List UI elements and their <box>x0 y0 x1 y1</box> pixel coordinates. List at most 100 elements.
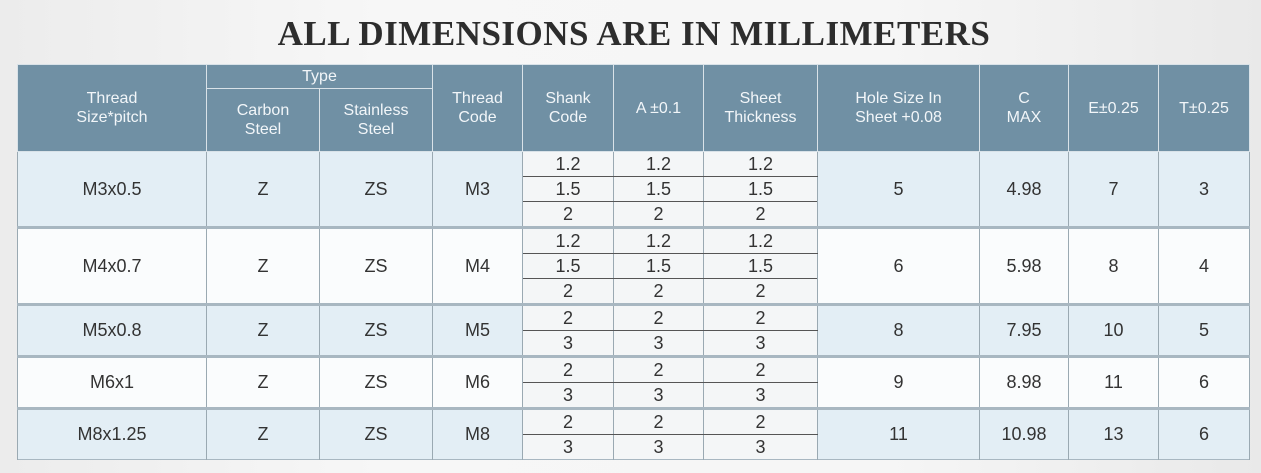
header-carbon-steel: Carbon Steel <box>206 88 320 152</box>
cell-e: 11 <box>1068 356 1159 409</box>
header-thread-code: Thread Code <box>432 64 523 152</box>
cell-c-max: 10.98 <box>979 408 1069 460</box>
cell-sheet-thickness: 1.2 <box>703 227 818 254</box>
cell-sheet-thickness: 2 <box>703 408 818 435</box>
cell-sheet-thickness: 2 <box>703 278 818 305</box>
cell-a: 1.5 <box>613 253 704 279</box>
cell-e: 7 <box>1068 151 1159 228</box>
cell-stainless-steel: ZS <box>319 356 433 409</box>
header-thread-size: Thread Size*pitch <box>17 64 207 152</box>
cell-stainless-steel: ZS <box>319 227 433 305</box>
cell-a: 1.2 <box>613 227 704 254</box>
cell-sheet-thickness: 1.5 <box>703 176 818 202</box>
cell-hole-size: 6 <box>817 227 980 305</box>
cell-shank-code: 3 <box>522 330 614 357</box>
cell-sheet-thickness: 3 <box>703 382 818 409</box>
cell-shank-code: 1.5 <box>522 253 614 279</box>
cell-c-max: 7.95 <box>979 304 1069 357</box>
cell-thread-size: M8x1.25 <box>17 408 207 460</box>
cell-stainless-steel: ZS <box>319 304 433 357</box>
cell-shank-code: 2 <box>522 356 614 383</box>
header-sheet-thickness: Sheet Thickness <box>703 64 818 152</box>
cell-sheet-thickness: 2 <box>703 356 818 383</box>
page-title: ALL DIMENSIONS ARE IN MILLIMETERS <box>277 14 991 53</box>
cell-carbon-steel: Z <box>206 356 320 409</box>
cell-a: 3 <box>613 330 704 357</box>
table-row: M6x1 Z ZS M6 2 2 2 9 8.98 11 6 <box>17 356 1250 409</box>
header-hole-size: Hole Size In Sheet +0.08 <box>817 64 980 152</box>
table-row: 1.5 1.5 1.5 <box>18 253 1250 279</box>
cell-carbon-steel: Z <box>206 408 320 460</box>
cell-shank-code: 2 <box>522 201 614 228</box>
cell-a: 1.2 <box>613 151 704 177</box>
cell-sheet-thickness: 2 <box>703 304 818 331</box>
cell-shank-code: 1.2 <box>522 151 614 177</box>
cell-t: 6 <box>1158 408 1250 460</box>
cell-shank-code: 1.2 <box>522 227 614 254</box>
table-row: M3x0.5 Z ZS M3 1.2 1.2 1.2 5 4.98 7 3 <box>17 151 1250 228</box>
table-header: Thread Size*pitch Type Thread Code Shank Co… <box>17 64 1250 152</box>
cell-thread-code: M6 <box>432 356 523 409</box>
cell-a: 3 <box>613 434 704 460</box>
table-row: M5x0.8 Z ZS M5 2 2 2 8 7.95 10 5 <box>17 304 1250 357</box>
cell-thread-code: M8 <box>432 408 523 460</box>
cell-sheet-thickness: 3 <box>703 434 818 460</box>
cell-stainless-steel: ZS <box>319 408 433 460</box>
header-type: Type <box>206 64 433 89</box>
header-a: A ±0.1 <box>613 64 704 152</box>
table-row-group: M3x0.5 Z ZS M3 1.2 1.2 1.2 5 4.98 7 3 1.5 1.5 1.5 2 2 2 <box>17 151 1250 228</box>
cell-thread-code: M3 <box>432 151 523 228</box>
cell-stainless-steel: ZS <box>319 151 433 228</box>
cell-shank-code: 1.5 <box>522 176 614 202</box>
cell-a: 1.5 <box>613 176 704 202</box>
header-t: T±0.25 <box>1158 64 1250 152</box>
table-row-group: M6x1 Z ZS M6 2 2 2 9 8.98 11 6 3 3 3 <box>17 356 1250 409</box>
header-shank-code: Shank Code <box>522 64 614 152</box>
cell-carbon-steel: Z <box>206 151 320 228</box>
cell-carbon-steel: Z <box>206 227 320 305</box>
cell-a: 2 <box>613 356 704 383</box>
cell-thread-code: M5 <box>432 304 523 357</box>
cell-e: 8 <box>1068 227 1159 305</box>
cell-t: 3 <box>1158 151 1250 228</box>
cell-thread-size: M3x0.5 <box>17 151 207 228</box>
cell-shank-code: 2 <box>522 408 614 435</box>
header-stainless-steel: Stainless Steel <box>319 88 433 152</box>
cell-thread-size: M6x1 <box>17 356 207 409</box>
header-e: E±0.25 <box>1068 64 1159 152</box>
table-row-group: M4x0.7 Z ZS M4 1.2 1.2 1.2 6 5.98 8 4 1.5 1.5 1.5 2 2 2 <box>17 227 1250 305</box>
cell-a: 2 <box>613 304 704 331</box>
cell-sheet-thickness: 1.2 <box>703 151 818 177</box>
table-row-group: M8x1.25 Z ZS M8 2 2 2 11 10.98 13 6 3 3 3 <box>17 408 1250 460</box>
cell-hole-size: 9 <box>817 356 980 409</box>
dimensions-table: Thread Size*pitch Type Thread Code Shank Co… <box>17 64 1250 460</box>
cell-sheet-thickness: 3 <box>703 330 818 357</box>
cell-e: 13 <box>1068 408 1159 460</box>
cell-shank-code: 3 <box>522 434 614 460</box>
cell-shank-code: 2 <box>522 304 614 331</box>
table-row: M8x1.25 Z ZS M8 2 2 2 11 10.98 13 6 <box>17 408 1250 460</box>
cell-t: 4 <box>1158 227 1250 305</box>
header-c-max: C MAX <box>979 64 1069 152</box>
cell-a: 2 <box>613 408 704 435</box>
cell-c-max: 5.98 <box>979 227 1069 305</box>
cell-t: 6 <box>1158 356 1250 409</box>
cell-sheet-thickness: 2 <box>703 201 818 228</box>
cell-a: 3 <box>613 382 704 409</box>
cell-shank-code: 2 <box>522 278 614 305</box>
cell-c-max: 4.98 <box>979 151 1069 228</box>
cell-carbon-steel: Z <box>206 304 320 357</box>
table-row: 1.5 1.5 1.5 <box>18 176 1250 202</box>
cell-a: 2 <box>613 201 704 228</box>
cell-hole-size: 8 <box>817 304 980 357</box>
cell-thread-size: M5x0.8 <box>17 304 207 357</box>
cell-hole-size: 11 <box>817 408 980 460</box>
table-row-group: M5x0.8 Z ZS M5 2 2 2 8 7.95 10 5 3 3 3 <box>17 304 1250 357</box>
cell-a: 2 <box>613 278 704 305</box>
cell-sheet-thickness: 1.5 <box>703 253 818 279</box>
